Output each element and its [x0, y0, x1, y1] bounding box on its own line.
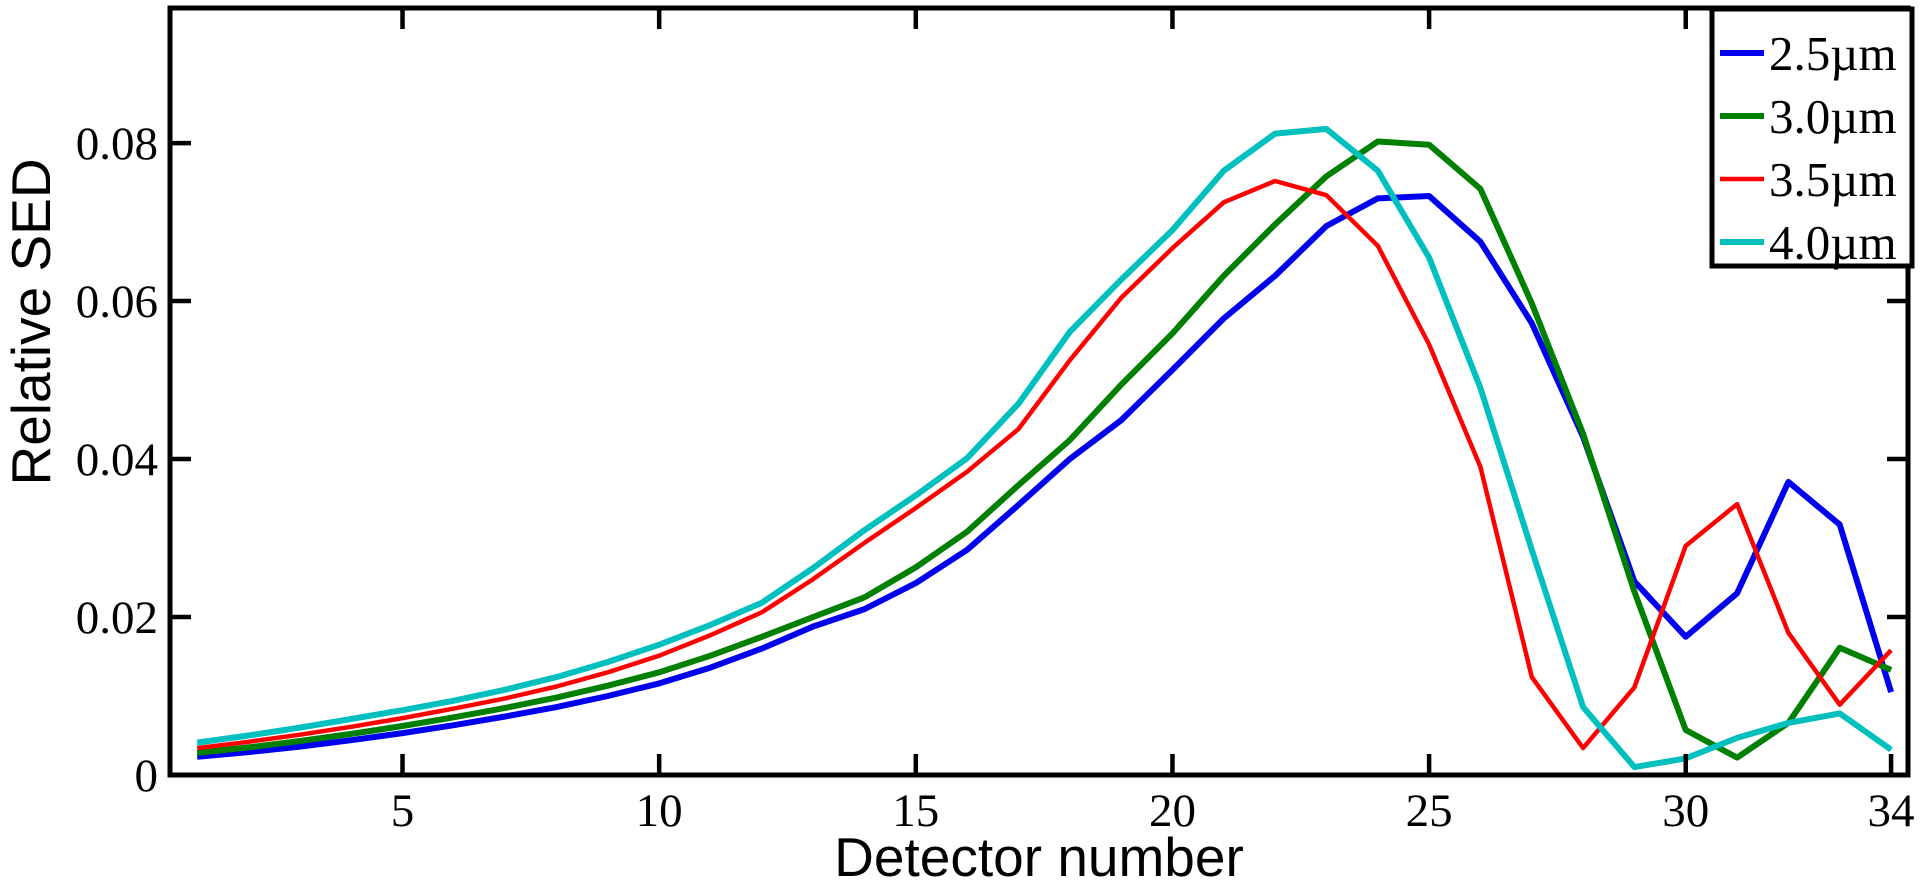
plot-border: [167, 5, 1911, 778]
x-tick-label: 25: [1406, 785, 1453, 837]
legend-label-3.0µm: 3.0µm: [1769, 89, 1897, 144]
y-tick-label: 0.04: [76, 434, 158, 486]
series-line-4.0µm: [196, 125, 1893, 771]
x-axis-title: Detector number: [834, 826, 1244, 888]
x-tick-label: 10: [636, 785, 683, 837]
series-line-3.0µm: [196, 138, 1893, 761]
x-tick-label: 30: [1662, 785, 1709, 837]
y-tick-labels: 0 0.02 0.04 0.06 0.08: [76, 118, 158, 802]
axes: [167, 5, 1911, 778]
legend-label-4.0µm: 4.0µm: [1769, 215, 1897, 270]
y-axis-title: Relative SED: [0, 158, 62, 485]
x-tick-label: 20: [1149, 785, 1196, 837]
x-tick-label: 34: [1868, 785, 1915, 837]
y-tick-label: 0.02: [76, 592, 158, 644]
series-line-2.5µm: [196, 193, 1894, 760]
chart-series-lines: [196, 125, 1894, 771]
legend: 2.5µm 3.0µm 3.5µm 4.0µm: [1709, 6, 1915, 270]
y-tick-label: 0.08: [76, 118, 158, 170]
y-tick-label: 0.06: [76, 276, 158, 328]
x-tick-label: 15: [892, 785, 939, 837]
y-tick-label: 0: [135, 750, 159, 802]
legend-label-2.5µm: 2.5µm: [1769, 26, 1897, 81]
x-tick-label: 5: [391, 785, 415, 837]
x-tick-labels: 5 10 15 20 25 30 34: [391, 785, 1915, 837]
series-line-3.5µm: [196, 178, 1893, 751]
legend-label-3.5µm: 3.5µm: [1769, 152, 1897, 207]
